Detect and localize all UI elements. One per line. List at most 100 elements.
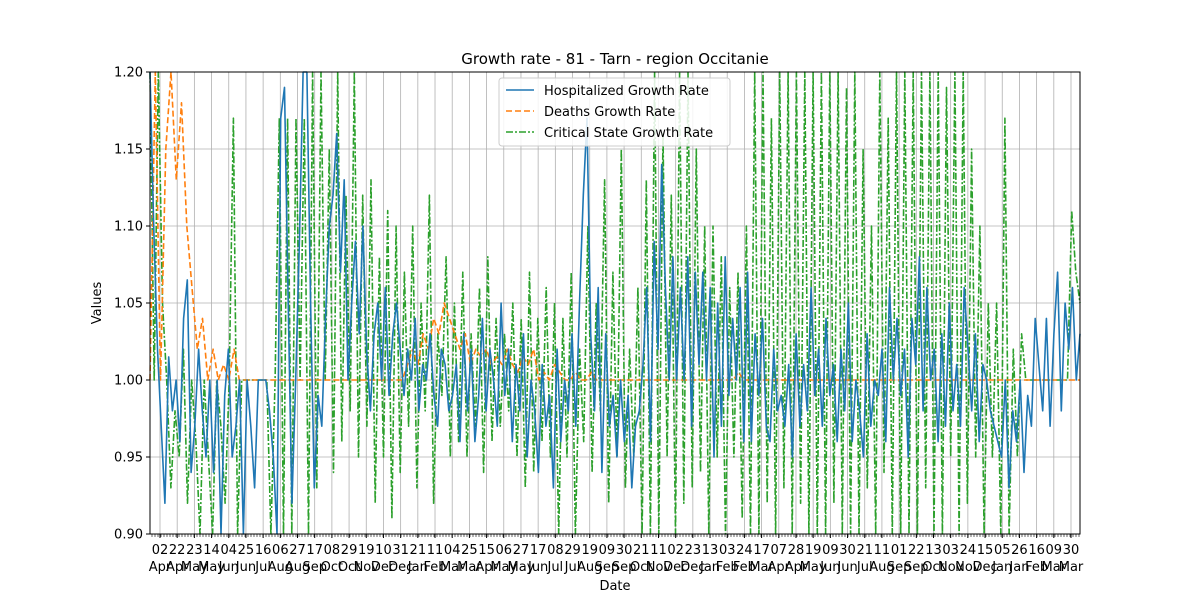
x-tick-label-day: 21	[856, 543, 873, 558]
x-tick-label-month: Jun	[218, 560, 239, 575]
x-tick-label-day: 17	[530, 543, 547, 558]
x-tick-label-month: Apr	[475, 560, 498, 575]
x-tick-label-day: 04	[444, 543, 461, 558]
x-tick-label-month: Dec	[972, 560, 997, 575]
x-tick-label-day: 23	[685, 543, 702, 558]
x-tick-label-day: 11	[874, 543, 891, 558]
y-tick-label: 0.90	[114, 528, 143, 543]
x-tick-label-day: 17	[306, 543, 323, 558]
x-tick-label-month: Apr	[768, 560, 791, 575]
x-axis-label: Date	[599, 579, 630, 594]
legend-label-critical: Critical State Growth Rate	[544, 126, 713, 141]
y-tick-label: 1.05	[114, 297, 143, 312]
x-tick-label-month: Feb	[716, 560, 739, 575]
legend-label-hospitalized: Hospitalized Growth Rate	[544, 84, 709, 99]
x-tick-label-day: 29	[341, 543, 358, 558]
x-tick-label-day: 10	[375, 543, 392, 558]
x-tick-label-month: Jun	[836, 560, 857, 575]
x-tick-label-day: 11	[427, 543, 444, 558]
x-tick-label-day: 19	[358, 543, 375, 558]
x-tick-label-month: Jun	[819, 560, 840, 575]
x-tick-label-month: May	[181, 560, 208, 575]
x-tick-label-month: Sep	[302, 560, 327, 575]
x-tick-label-month: Oct	[630, 560, 652, 575]
legend: Hospitalized Growth Rate Deaths Growth R…	[498, 77, 731, 147]
x-tick-label-day: 09	[599, 543, 616, 558]
x-tick-label-month: Jul	[546, 560, 563, 575]
x-tick-label-day: 16	[255, 543, 272, 558]
x-tick-label-day: 14	[203, 543, 220, 558]
x-tick-label-month: Oct	[922, 560, 944, 575]
x-tick-label-day: 19	[581, 543, 598, 558]
x-tick-label-month: Mar	[440, 560, 465, 575]
x-tick-label-month: Feb	[1025, 560, 1048, 575]
x-tick-label-month: May	[508, 560, 535, 575]
x-tick-label-day: 09	[1046, 543, 1063, 558]
x-tick-label-day: 19	[805, 543, 822, 558]
x-tick-label-day: 30	[839, 543, 856, 558]
x-tick-label-day: 21	[633, 543, 650, 558]
x-tick-label-month: Mar	[457, 560, 482, 575]
x-tick-label-day: 02	[667, 543, 684, 558]
x-tick-label-month: Jun	[235, 560, 256, 575]
x-tick-label-day: 13	[925, 543, 942, 558]
x-tick-label-day: 03	[719, 543, 736, 558]
x-tick-label-month: Mar	[749, 560, 774, 575]
x-tick-label-day: 29	[564, 543, 581, 558]
x-tick-label-month: Apr	[166, 560, 189, 575]
y-axis-label: Values	[90, 282, 105, 325]
x-tick-label-month: Aug	[268, 560, 293, 575]
x-tick-label-day: 21	[410, 543, 427, 558]
x-tick-label-day: 26	[1011, 543, 1028, 558]
y-tick-label: 1.00	[114, 374, 143, 389]
x-tick-label-day: 27	[289, 543, 306, 558]
x-tick-label-month: Sep	[595, 560, 620, 575]
x-tick-label-day: 06	[496, 543, 513, 558]
x-tick-label-day: 11	[650, 543, 667, 558]
x-tick-label-month: May	[800, 560, 827, 575]
x-tick-label-month: Jul	[254, 560, 271, 575]
y-tick-label: 1.15	[114, 143, 143, 158]
x-tick-label-month: Nov	[646, 560, 672, 575]
x-tick-label-month: Aug	[285, 560, 310, 575]
x-tick-label-day: 13	[702, 543, 719, 558]
x-tick-label-month: Oct	[338, 560, 360, 575]
x-tick-label-month: Jul	[856, 560, 873, 575]
x-tick-label-day: 04	[220, 543, 237, 558]
x-tick-label-day: 23	[186, 543, 203, 558]
x-tick-label-day: 17	[753, 543, 770, 558]
x-tick-label-day: 08	[547, 543, 564, 558]
x-tick-label-day: 25	[238, 543, 255, 558]
x-tick-label-month: Mar	[1042, 560, 1067, 575]
x-tick-label-month: Jan	[407, 560, 428, 575]
y-tick-label: 1.20	[114, 66, 143, 81]
x-tick-label-month: Sep	[904, 560, 929, 575]
x-tick-label-month: Jul	[564, 560, 581, 575]
x-tick-label-day: 09	[822, 543, 839, 558]
x-tick-label-month: Nov	[955, 560, 981, 575]
x-tick-label-month: Feb	[424, 560, 447, 575]
x-tick-label-month: May	[490, 560, 517, 575]
x-tick-label-month: Dec	[663, 560, 688, 575]
y-tick-label: 0.95	[114, 451, 143, 466]
x-tick-label-month: Jan	[1008, 560, 1029, 575]
x-tick-label-day: 03	[942, 543, 959, 558]
x-tick-label-day: 15	[977, 543, 994, 558]
x-tick-label-month: Feb	[733, 560, 756, 575]
x-tick-label-day: 06	[272, 543, 289, 558]
x-tick-label-month: Nov	[938, 560, 964, 575]
x-tick-label-month: Dec	[388, 560, 413, 575]
legend-label-deaths: Deaths Growth Rate	[544, 105, 675, 120]
x-tick-label-month: Jun	[527, 560, 548, 575]
x-tick-label-month: Apr	[785, 560, 808, 575]
x-tick-label-month: Jan	[699, 560, 720, 575]
x-tick-label-day: 30	[616, 543, 633, 558]
x-tick-label-day: 22	[169, 543, 186, 558]
y-axis: 0.90 0.95 1.00 1.05 1.10 1.15 1.20	[114, 66, 150, 543]
x-tick-label-month: Mar	[1059, 560, 1084, 575]
x-tick-label-day: 30	[1063, 543, 1080, 558]
x-tick-label-day: 31	[392, 543, 409, 558]
legend-box	[498, 77, 731, 147]
